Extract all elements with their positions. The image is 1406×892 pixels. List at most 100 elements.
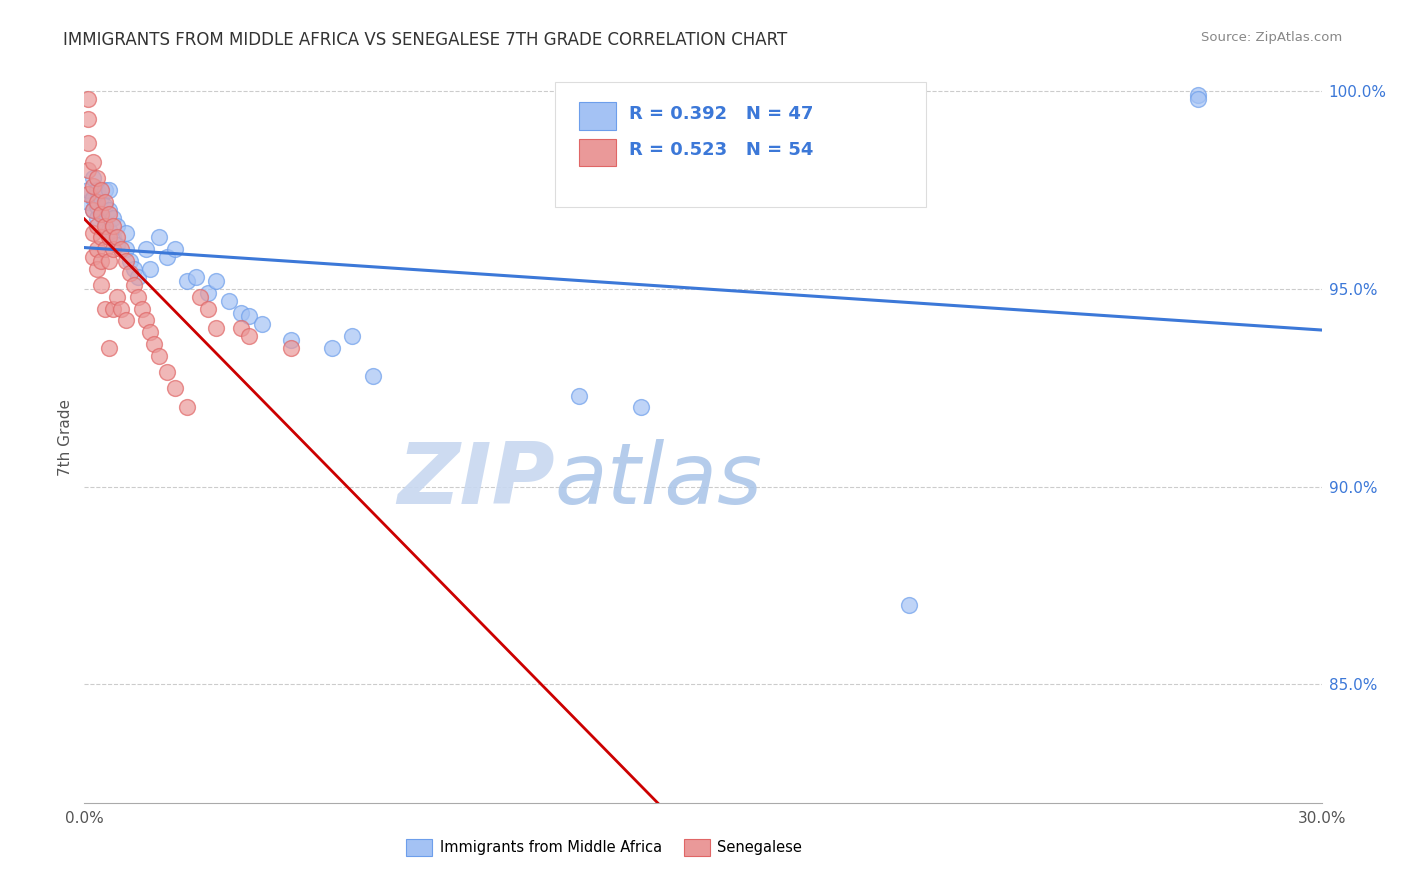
Point	[361, 368, 384, 383]
Text: Source: ZipAtlas.com: Source: ZipAtlas.com	[1202, 31, 1343, 45]
Point	[197, 301, 219, 316]
Point	[205, 321, 228, 335]
Point	[82, 171, 104, 186]
Point	[86, 242, 108, 256]
Point	[94, 214, 117, 228]
Point	[82, 179, 104, 194]
Point	[131, 301, 153, 316]
Point	[94, 183, 117, 197]
Text: atlas: atlas	[554, 440, 762, 523]
Point	[90, 254, 112, 268]
Text: R = 0.523   N = 54: R = 0.523 N = 54	[628, 141, 813, 160]
Point	[90, 230, 112, 244]
Point	[77, 136, 100, 150]
Point	[94, 301, 117, 316]
Text: R = 0.392   N = 47: R = 0.392 N = 47	[628, 104, 813, 123]
Point	[77, 186, 100, 201]
Point	[103, 242, 125, 256]
Point	[82, 202, 104, 217]
Point	[118, 254, 141, 268]
Point	[82, 227, 104, 241]
Point	[105, 230, 128, 244]
Point	[86, 199, 108, 213]
Text: ZIP: ZIP	[396, 440, 554, 523]
Point	[94, 194, 117, 209]
Point	[122, 262, 145, 277]
Point	[77, 112, 100, 126]
Point	[90, 277, 112, 292]
Point	[280, 333, 302, 347]
Point	[148, 230, 170, 244]
Point	[321, 341, 343, 355]
Point	[77, 183, 100, 197]
Point	[98, 202, 121, 217]
Point	[90, 183, 112, 197]
Point	[229, 321, 252, 335]
Point	[114, 227, 136, 241]
Point	[98, 222, 121, 236]
Point	[143, 337, 166, 351]
Point	[165, 242, 187, 256]
Point	[127, 269, 149, 284]
Point	[94, 199, 117, 213]
Point	[98, 341, 121, 355]
Point	[238, 310, 260, 324]
Point	[90, 191, 112, 205]
Point	[86, 211, 108, 225]
Point	[110, 242, 132, 256]
Legend: Immigrants from Middle Africa, Senegalese: Immigrants from Middle Africa, Senegales…	[401, 833, 808, 862]
Point	[188, 290, 211, 304]
FancyBboxPatch shape	[554, 82, 925, 207]
Point	[77, 194, 100, 209]
Point	[218, 293, 240, 308]
Point	[86, 171, 108, 186]
Point	[114, 254, 136, 268]
Point	[342, 329, 364, 343]
Point	[86, 183, 108, 197]
Point	[77, 92, 100, 106]
Point	[94, 242, 117, 256]
Point	[82, 191, 104, 205]
Point	[135, 242, 157, 256]
Point	[110, 301, 132, 316]
Point	[98, 230, 121, 244]
Point	[238, 329, 260, 343]
Point	[135, 313, 157, 327]
Point	[165, 381, 187, 395]
FancyBboxPatch shape	[579, 138, 616, 167]
Point	[127, 290, 149, 304]
Point	[122, 277, 145, 292]
Point	[148, 349, 170, 363]
Point	[82, 250, 104, 264]
Point	[1187, 92, 1209, 106]
Point	[105, 219, 128, 233]
Point	[184, 269, 207, 284]
Point	[94, 219, 117, 233]
Point	[90, 207, 112, 221]
Point	[568, 388, 591, 402]
Text: IMMIGRANTS FROM MIDDLE AFRICA VS SENEGALESE 7TH GRADE CORRELATION CHART: IMMIGRANTS FROM MIDDLE AFRICA VS SENEGAL…	[63, 31, 787, 49]
Point	[114, 242, 136, 256]
Point	[205, 274, 228, 288]
Point	[98, 183, 121, 197]
Point	[898, 598, 921, 612]
Point	[250, 318, 273, 332]
Point	[105, 290, 128, 304]
Point	[229, 305, 252, 319]
Point	[139, 326, 162, 340]
Y-axis label: 7th Grade: 7th Grade	[58, 399, 73, 475]
FancyBboxPatch shape	[579, 102, 616, 130]
Point	[176, 401, 198, 415]
Point	[176, 274, 198, 288]
Point	[280, 341, 302, 355]
Point	[86, 219, 108, 233]
Point	[103, 219, 125, 233]
Point	[114, 313, 136, 327]
Point	[105, 238, 128, 252]
Point	[98, 254, 121, 268]
Point	[90, 207, 112, 221]
Point	[86, 262, 108, 277]
Point	[630, 401, 652, 415]
Point	[156, 365, 179, 379]
Point	[139, 262, 162, 277]
